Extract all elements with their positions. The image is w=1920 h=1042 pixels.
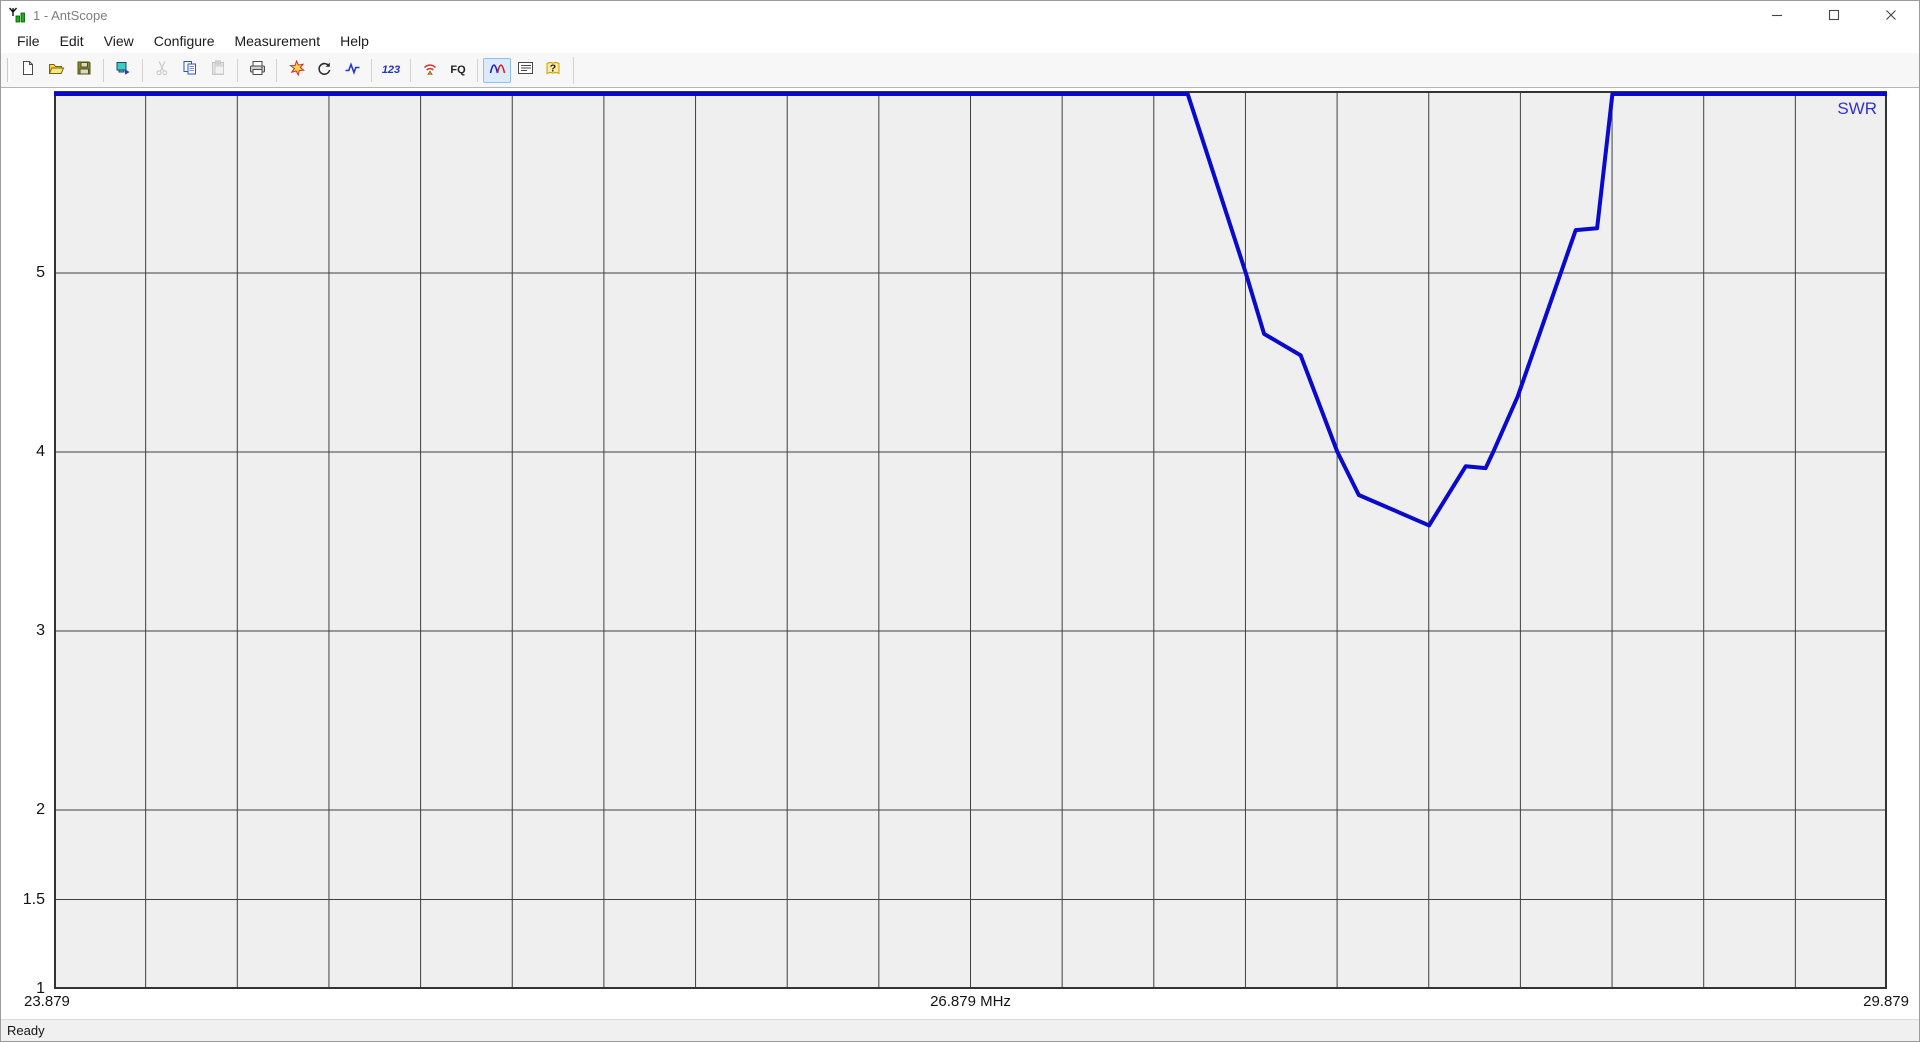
menu-file[interactable]: File	[17, 33, 40, 49]
star-burst-icon	[288, 59, 305, 81]
toolbar-separator	[371, 58, 372, 82]
toolbar-grip[interactable]	[7, 58, 10, 82]
fq-icon: FQ	[450, 64, 466, 76]
menu-help[interactable]: Help	[340, 33, 369, 49]
y-tick-label: 5	[36, 264, 45, 282]
paste-icon	[210, 60, 226, 81]
title-bar: 1 - AntScope	[1, 1, 1919, 29]
maximize-icon	[1828, 9, 1839, 21]
menu-bar: File Edit View Configure Measurement Help	[1, 29, 1919, 53]
single-sweep-button[interactable]	[338, 58, 366, 83]
swr-chart-view-button[interactable]	[483, 57, 511, 83]
print-icon	[249, 60, 266, 81]
new-button[interactable]	[14, 58, 42, 83]
help-button[interactable]: ?	[539, 58, 567, 83]
analyzer-device-icon	[115, 60, 132, 81]
x-tick-label: 26.879 MHz	[930, 993, 1011, 1010]
status-bar: Ready	[1, 1019, 1919, 1041]
numeric-view-button[interactable]: 123	[377, 58, 405, 83]
save-icon	[76, 60, 92, 81]
open-button[interactable]	[42, 58, 70, 83]
help-icon: ?	[545, 60, 561, 81]
menu-edit[interactable]: Edit	[59, 33, 84, 49]
x-tick-label: 29.879	[1863, 993, 1909, 1010]
window-controls	[1748, 1, 1919, 29]
save-button[interactable]	[70, 58, 98, 83]
cut-button[interactable]	[148, 58, 176, 83]
minimize-button[interactable]	[1748, 1, 1805, 29]
minimize-icon	[1771, 14, 1782, 17]
series-legend-label: SWR	[1837, 99, 1877, 118]
toolbar-separator	[410, 58, 411, 82]
menu-view[interactable]: View	[103, 33, 134, 49]
y-tick-label: 3	[36, 622, 45, 640]
frequency-settings-button[interactable]: FQ	[444, 58, 472, 83]
numeric-123-icon: 123	[381, 64, 401, 76]
swr-plot[interactable]	[54, 91, 1887, 989]
swr-curve	[54, 92, 1887, 528]
open-folder-icon	[48, 60, 65, 81]
copy-icon	[182, 60, 198, 81]
wifi-icon	[421, 60, 439, 81]
refresh-measurement-button[interactable]	[310, 58, 338, 83]
chart-region: 5 4 3 2 1.5 1 23.879 26.879 MHz 29.879 SWR	[1, 88, 1919, 1019]
antenna-signal-button[interactable]	[416, 58, 444, 83]
cut-icon	[154, 60, 170, 81]
toolbar-separator	[477, 58, 478, 82]
toolbar-separator	[276, 58, 277, 82]
plot-grid	[54, 91, 1887, 989]
menu-configure[interactable]: Configure	[153, 33, 215, 49]
print-button[interactable]	[243, 58, 271, 83]
y-tick-label: 1	[36, 980, 45, 997]
y-tick-label: 2	[36, 801, 45, 818]
toolbar-separator	[103, 58, 104, 82]
window-title: 1 - AntScope	[33, 7, 108, 23]
copy-button[interactable]	[176, 58, 204, 83]
list-icon	[517, 60, 534, 81]
new-document-icon	[20, 60, 36, 81]
toolbar-separator	[237, 58, 238, 82]
menu-measurement[interactable]: Measurement	[234, 33, 321, 49]
data-panel-button[interactable]	[511, 58, 539, 83]
maximize-button[interactable]	[1805, 1, 1862, 29]
rotate-icon	[316, 60, 332, 81]
toolbar: 123 FQ?	[1, 53, 1919, 88]
status-text: Ready	[7, 1023, 45, 1038]
swr-curves-icon	[489, 60, 506, 81]
y-tick-label: 4	[36, 443, 45, 461]
svg-text:?: ?	[550, 62, 556, 74]
x-tick-label: 23.879	[24, 993, 70, 1010]
close-icon	[1885, 10, 1896, 20]
antenna-icon	[8, 6, 26, 24]
calibrate-button[interactable]	[282, 58, 310, 83]
paste-button[interactable]	[204, 58, 232, 83]
y-tick-label: 1.5	[22, 890, 45, 908]
connect-analyzer-button[interactable]	[109, 58, 137, 83]
waveform-icon	[344, 60, 361, 81]
close-button[interactable]	[1862, 1, 1919, 29]
toolbar-separator	[573, 56, 574, 84]
toolbar-separator	[142, 58, 143, 82]
